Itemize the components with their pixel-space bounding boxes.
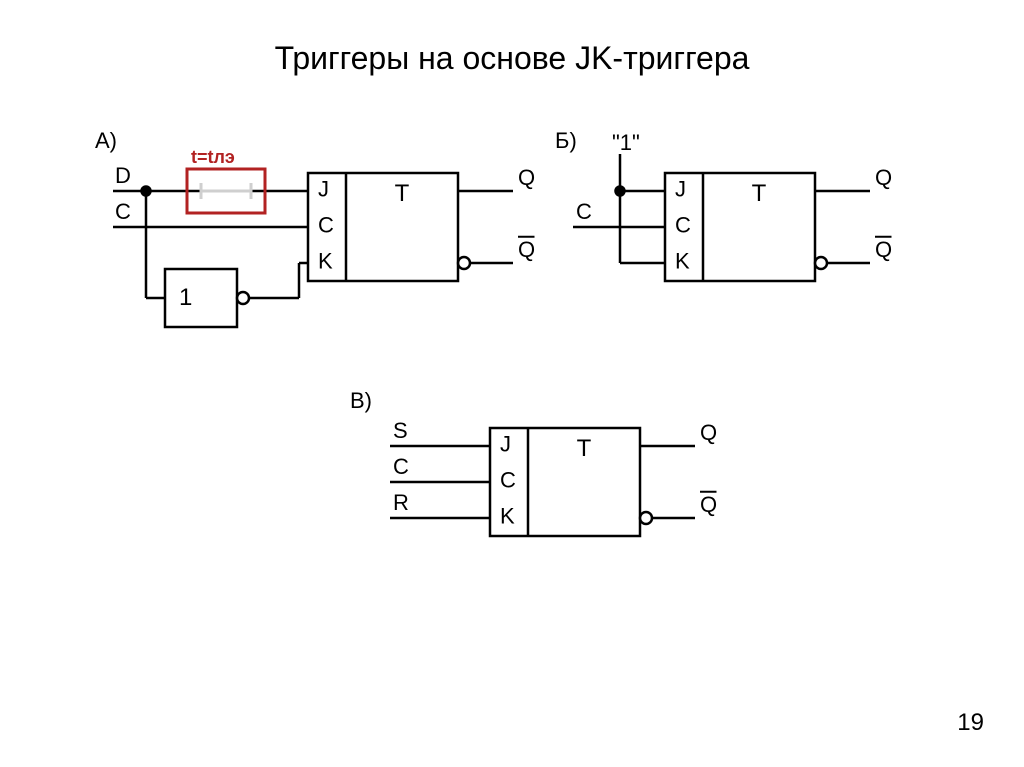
svg-text:K: K xyxy=(500,503,515,528)
svg-text:C: C xyxy=(500,467,516,492)
svg-text:C: C xyxy=(115,199,131,224)
svg-text:Q: Q xyxy=(875,165,892,190)
svg-text:D: D xyxy=(115,163,131,188)
diagram-a: А)JCKTQQDCt=tлэ1 xyxy=(95,128,535,327)
svg-text:J: J xyxy=(318,176,329,201)
svg-text:C: C xyxy=(393,454,409,479)
svg-text:T: T xyxy=(395,180,410,207)
svg-text:В): В) xyxy=(350,388,372,413)
diagram-v: В)JCKTQQSCR xyxy=(350,388,717,536)
svg-text:Q: Q xyxy=(700,492,717,517)
svg-text:Q: Q xyxy=(875,237,892,262)
svg-text:T: T xyxy=(577,435,592,462)
svg-text:C: C xyxy=(318,212,334,237)
svg-text:t=tлэ: t=tлэ xyxy=(191,147,235,167)
svg-text:C: C xyxy=(675,212,691,237)
svg-text:"1": "1" xyxy=(612,130,640,155)
svg-text:Q: Q xyxy=(518,237,535,262)
svg-text:C: C xyxy=(576,199,592,224)
svg-text:J: J xyxy=(675,176,686,201)
svg-text:Q: Q xyxy=(700,420,717,445)
svg-text:K: K xyxy=(318,248,333,273)
svg-text:Б): Б) xyxy=(555,128,577,153)
svg-text:S: S xyxy=(393,418,408,443)
page-number: 19 xyxy=(957,709,984,737)
diagram-canvas: А)JCKTQQDCt=tлэ1Б)JCKTQQ"1"CВ)JCKTQQSCR xyxy=(0,0,1024,767)
page-title: Триггеры на основе JK-триггера xyxy=(0,40,1024,77)
svg-text:K: K xyxy=(675,248,690,273)
svg-text:1: 1 xyxy=(179,284,192,311)
svg-text:Q: Q xyxy=(518,165,535,190)
svg-text:А): А) xyxy=(95,128,117,153)
diagram-b: Б)JCKTQQ"1"C xyxy=(555,128,892,281)
svg-text:J: J xyxy=(500,431,511,456)
svg-text:T: T xyxy=(752,180,767,207)
svg-text:R: R xyxy=(393,490,409,515)
